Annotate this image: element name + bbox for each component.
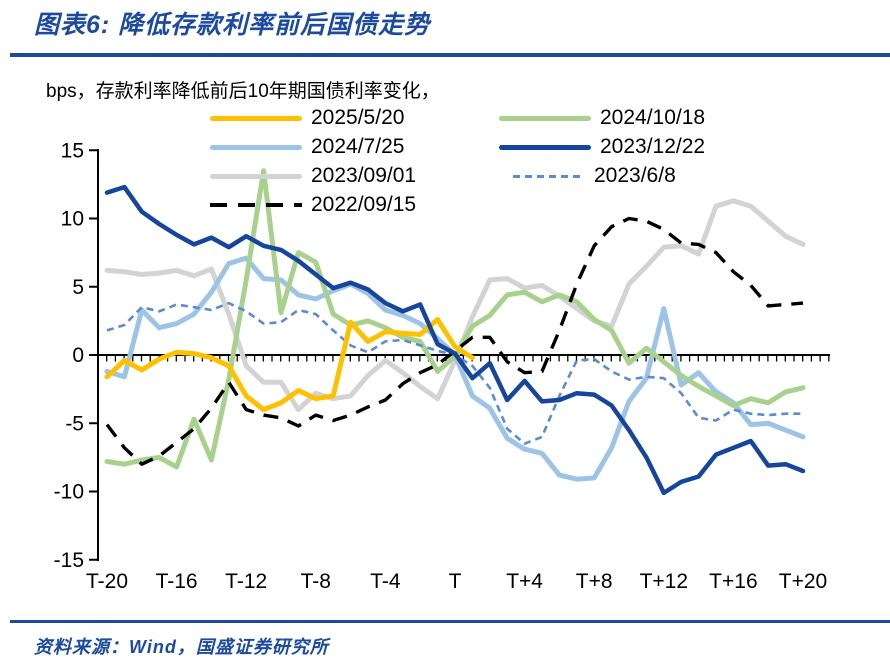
axes: 15 10 5 0 -5 -10 -15T-20 T-16 T-12 T-8 T-4 T T+4 T+8 T… xyxy=(54,139,830,593)
legend-swatch-yellow-line xyxy=(210,115,302,121)
page-title: 图表6: 降低存款利率前后国债走势 xyxy=(34,11,431,39)
chart-subtitle: bps，存款利率降低前后10年期国债利率变化， xyxy=(46,81,440,102)
svg-text:T-16: T-16 xyxy=(156,570,198,593)
svg-text:10: 10 xyxy=(61,208,84,231)
legend-label: 2023/6/8 xyxy=(594,164,676,187)
svg-text:T-20: T-20 xyxy=(86,570,128,593)
legend-label: 2024/10/18 xyxy=(600,106,706,129)
bottom-divider xyxy=(10,620,890,623)
legend-swatch-darkblue-line xyxy=(499,144,591,150)
legend-label: 2023/12/22 xyxy=(600,135,706,158)
legend-label: 2023/09/01 xyxy=(311,164,417,187)
legend-item: 2025/5/20 xyxy=(210,105,404,131)
series-2024/7/25 xyxy=(104,255,806,482)
svg-text:T+4: T+4 xyxy=(506,570,543,593)
svg-text:T+16: T+16 xyxy=(709,570,757,593)
legend-label: 2024/7/25 xyxy=(311,135,405,158)
svg-text:T-4: T-4 xyxy=(370,570,401,593)
svg-text:T: T xyxy=(449,570,462,593)
svg-text:-15: -15 xyxy=(54,549,84,572)
series-2023/09/01 xyxy=(104,198,806,413)
legend-swatch-lightblue-line xyxy=(210,144,302,150)
legend-swatch-green-line xyxy=(499,115,591,121)
legend-item: 2023/09/01 xyxy=(210,163,416,189)
svg-text:T-12: T-12 xyxy=(225,570,267,593)
top-divider xyxy=(10,53,890,57)
svg-text:T-8: T-8 xyxy=(301,570,331,593)
legend-item: 2024/7/25 xyxy=(210,134,404,160)
legend-item: 2022/09/15 xyxy=(210,192,416,218)
legend-swatch-blue-dashed-line xyxy=(513,174,585,178)
svg-text:15: 15 xyxy=(61,139,84,162)
svg-text:5: 5 xyxy=(72,276,84,299)
series-2023/12/22 xyxy=(104,184,806,496)
svg-text:-10: -10 xyxy=(54,481,84,504)
legend-item: 2024/10/18 xyxy=(499,105,705,131)
source-note: 资料来源：Wind，国盛证券研究所 xyxy=(34,637,329,657)
series-2022/09/15 xyxy=(105,216,804,466)
legend-label: 2022/09/15 xyxy=(311,193,417,216)
legend-swatch-black-dashed-line xyxy=(210,203,302,207)
svg-text:T+20: T+20 xyxy=(779,570,827,593)
svg-text:-5: -5 xyxy=(65,412,84,435)
svg-text:T+8: T+8 xyxy=(576,570,613,593)
series-2025/5/20 xyxy=(104,317,475,413)
svg-text:T+12: T+12 xyxy=(640,570,688,593)
legend-item: 2023/12/22 xyxy=(499,134,705,160)
legend-swatch-gray-line xyxy=(210,173,302,179)
legend-item: 2023/6/8 xyxy=(499,163,676,189)
svg-text:0: 0 xyxy=(72,344,84,367)
legend-label: 2025/5/20 xyxy=(311,106,405,129)
